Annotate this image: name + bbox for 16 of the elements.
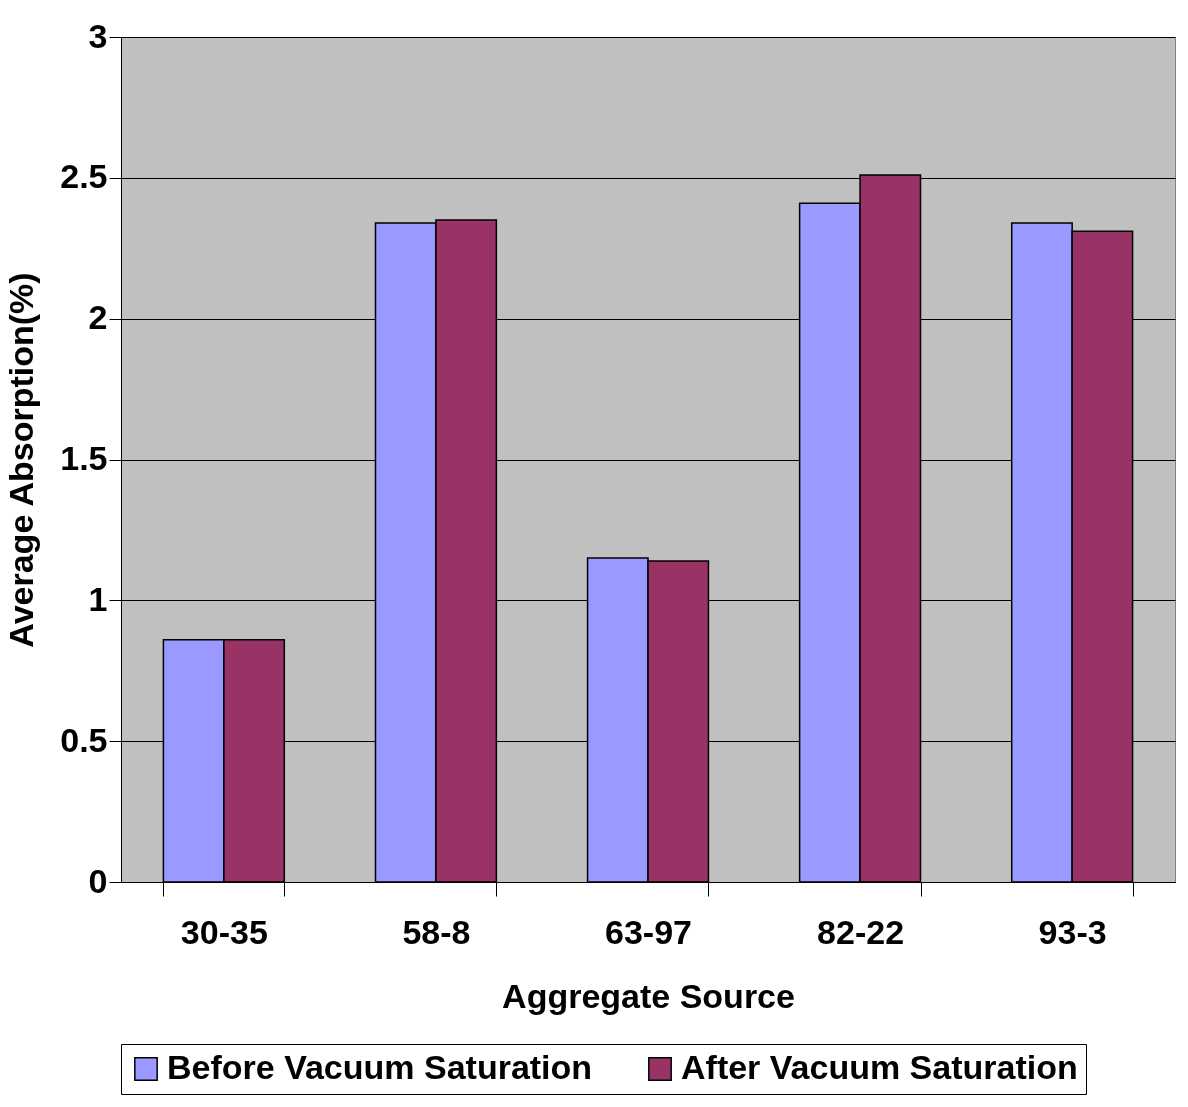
- y-axis-title: Average Absorption(%): [2, 272, 41, 648]
- y-tick-label: 0: [88, 861, 108, 900]
- legend-label: After Vacuum Saturation: [681, 1048, 1078, 1086]
- x-tick-label: 63-97: [605, 912, 692, 951]
- y-tick-label: 3: [88, 16, 108, 55]
- x-tick-label: 58-8: [402, 912, 471, 951]
- y-tick-label: 0.5: [60, 720, 108, 759]
- x-tick-label: 93-3: [1038, 912, 1107, 951]
- y-tick-label: 2.5: [60, 157, 108, 196]
- x-axis-title: Aggregate Source: [502, 976, 795, 1015]
- x-tick-label: 30-35: [180, 912, 268, 951]
- y-tick-label: 2: [88, 298, 108, 337]
- x-tick-label: 82-22: [817, 912, 905, 951]
- legend-label: Before Vacuum Saturation: [167, 1048, 593, 1086]
- y-tick-label: 1: [88, 579, 108, 618]
- y-tick-label: 1.5: [60, 439, 108, 477]
